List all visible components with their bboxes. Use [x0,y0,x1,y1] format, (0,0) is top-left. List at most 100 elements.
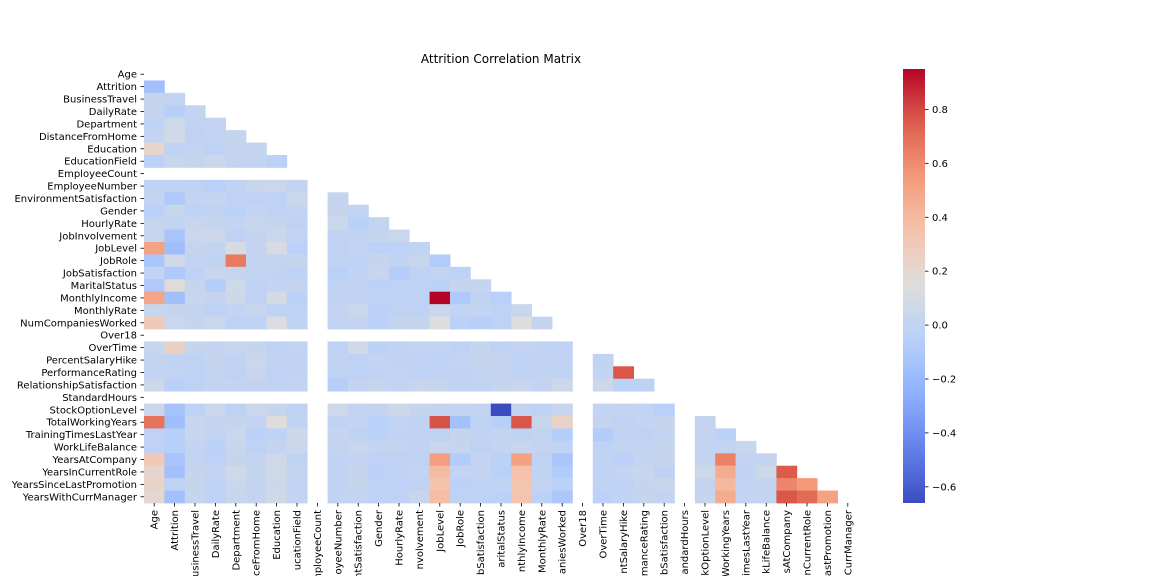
cell-WorkLifeBalance-DistanceFromHome [246,440,267,454]
cell-EmployeeNumber-Attrition [164,179,186,193]
cell-YearsInCurrentRole-MaritalStatus [490,465,512,479]
cell-JobRole-HourlyRate [388,254,410,268]
cell-MonthlyRate-JobRole [450,304,471,317]
cell-PerformanceRating-EnvironmentSatisfaction [348,366,369,380]
cell-DailyRate-Age [144,105,165,119]
cell-YearsInCurrentRole-YearsAtCompany [776,465,798,479]
x-tick-label: imesLastYear [741,509,752,576]
cell-YearsAtCompany-PerformanceRating [633,453,655,467]
cell-JobLevel-DistanceFromHome [246,242,267,255]
cell-YearsAtCompany-StockOptionLevel [694,453,716,467]
cell-TrainingTimesLastYear-BusinessTravel [184,428,206,442]
cell-NumCompaniesWorked-HourlyRate [388,316,410,330]
cell-YearsSinceLastPromotion-DailyRate [205,478,226,491]
cell-TotalWorkingYears-NumCompaniesWorked [552,416,573,429]
cell-YearsAtCompany-NumCompaniesWorked [552,453,573,467]
cell-YearsSinceLastPromotion-YearsInCurrentRole [796,478,818,491]
cell-NumCompaniesWorked-DistanceFromHome [246,316,267,330]
x-tick-label: usinessTravel [191,510,202,576]
cell-EmployeeNumber-Department [225,179,247,193]
y-tick-label: MonthlyRate [74,306,137,317]
cell-MaritalStatus-Education [266,279,288,293]
x-tick-label: aritalStatus [497,510,508,568]
cell-YearsInCurrentRole-MonthlyRate [531,465,553,479]
cell-YearsAtCompany-Age [144,453,165,467]
cell-MonthlyIncome-JobInvolvement [409,291,430,305]
cell-YearsAtCompany-DistanceFromHome [246,453,267,467]
cell-WorkLifeBalance-MaritalStatus [490,440,512,454]
cell-PercentSalaryHike-EmployeeNumber [327,353,349,367]
cell-Education-Age [144,142,165,156]
cell-StockOptionLevel-Gender [368,403,390,417]
cell-BusinessTravel-Age [144,92,165,106]
cell-RelationshipSatisfaction-HourlyRate [388,378,410,392]
cell-YearsSinceLastPromotion-TrainingTimesLastYear [735,478,757,491]
cell-WorkLifeBalance-TotalWorkingYears [715,440,736,454]
cell-HourlyRate-Gender [368,217,390,230]
cell-TrainingTimesLastYear-HourlyRate [388,428,410,442]
cell-WorkLifeBalance-EducationField [286,440,308,454]
cell-YearsAtCompany-PercentSalaryHike [613,453,634,467]
cell-TotalWorkingYears-MonthlyRate [531,416,553,429]
cell-EmployeeNumber-BusinessTravel [184,179,206,193]
cell-MonthlyRate-EnvironmentSatisfaction [348,304,369,317]
cell-PerformanceRating-MonthlyRate [531,366,553,380]
cell-EmployeeNumber-DistanceFromHome [246,179,267,193]
cell-YearsAtCompany-JobInvolvement [409,453,430,467]
cell-JobInvolvement-DailyRate [205,229,226,243]
cell-PercentSalaryHike-JobInvolvement [409,353,430,367]
cell-DistanceFromHome-DailyRate [205,130,226,143]
y-tick-label: Department [76,119,137,130]
cell-EnvironmentSatisfaction-EducationField [286,192,308,206]
cell-TrainingTimesLastYear-EducationField [286,428,308,442]
cell-RelationshipSatisfaction-JobLevel [429,378,451,392]
x-tick-label: JobRole [456,510,467,548]
cell-JobSatisfaction-DailyRate [205,266,226,280]
cell-EducationField-DistanceFromHome [246,155,267,168]
cell-YearsWithCurrManager-JobInvolvement [409,490,430,504]
cell-Education-Department [225,142,247,156]
cell-TotalWorkingYears-EmployeeNumber [327,416,349,429]
cell-TrainingTimesLastYear-JobInvolvement [409,428,430,442]
cell-RelationshipSatisfaction-JobSatisfaction [470,378,492,392]
cell-YearsSinceLastPromotion-NumCompaniesWorked [552,478,573,491]
cell-YearsAtCompany-MonthlyRate [531,453,553,467]
cell-MonthlyIncome-JobRole [450,291,471,305]
x-tick-label: Age [150,510,161,529]
cell-TrainingTimesLastYear-EmployeeNumber [327,428,349,442]
cell-StockOptionLevel-HourlyRate [388,403,410,417]
x-tick-label: aniesWorked [558,510,569,574]
y-tick-label: JobRole [99,256,137,267]
cell-TotalWorkingYears-EnvironmentSatisfaction [348,416,369,429]
cell-JobRole-EmployeeNumber [327,254,349,268]
cell-RelationshipSatisfaction-Education [266,378,288,392]
cell-EducationField-Education [266,155,288,168]
cell-TrainingTimesLastYear-MonthlyRate [531,428,553,442]
cell-NumCompaniesWorked-Age [144,316,165,330]
x-tick-label: ucationField [293,510,304,570]
y-tick-label: StandardHours [62,393,137,404]
cell-RelationshipSatisfaction-PercentSalaryHike [613,378,634,392]
cell-NumCompaniesWorked-JobSatisfaction [470,316,492,330]
cell-YearsInCurrentRole-EnvironmentSatisfaction [348,465,369,479]
cell-PercentSalaryHike-MonthlyIncome [511,353,532,367]
cell-YearsWithCurrManager-EnvironmentSatisfaction [348,490,369,504]
cell-WorkLifeBalance-StockOptionLevel [694,440,716,454]
cell-PercentSalaryHike-Age [144,353,165,367]
cell-YearsAtCompany-TotalWorkingYears [715,453,736,467]
cell-MonthlyRate-Attrition [164,304,186,317]
cell-JobLevel-Age [144,242,165,255]
cell-YearsSinceLastPromotion-HourlyRate [388,478,410,491]
cell-RelationshipSatisfaction-Attrition [164,378,186,392]
cell-PerformanceRating-OverTime [592,366,614,380]
cell-OverTime-DailyRate [205,341,226,355]
cell-RelationshipSatisfaction-EducationField [286,378,308,392]
cell-PerformanceRating-JobRole [450,366,471,380]
cell-MonthlyRate-JobSatisfaction [470,304,492,317]
cell-StockOptionLevel-Department [225,403,247,417]
y-tick-label: TotalWorkingYears [45,418,137,429]
cell-OverTime-HourlyRate [388,341,410,355]
cell-Gender-Department [225,204,247,218]
cell-PercentSalaryHike-MaritalStatus [490,353,512,367]
cell-MaritalStatus-Gender [368,279,390,293]
